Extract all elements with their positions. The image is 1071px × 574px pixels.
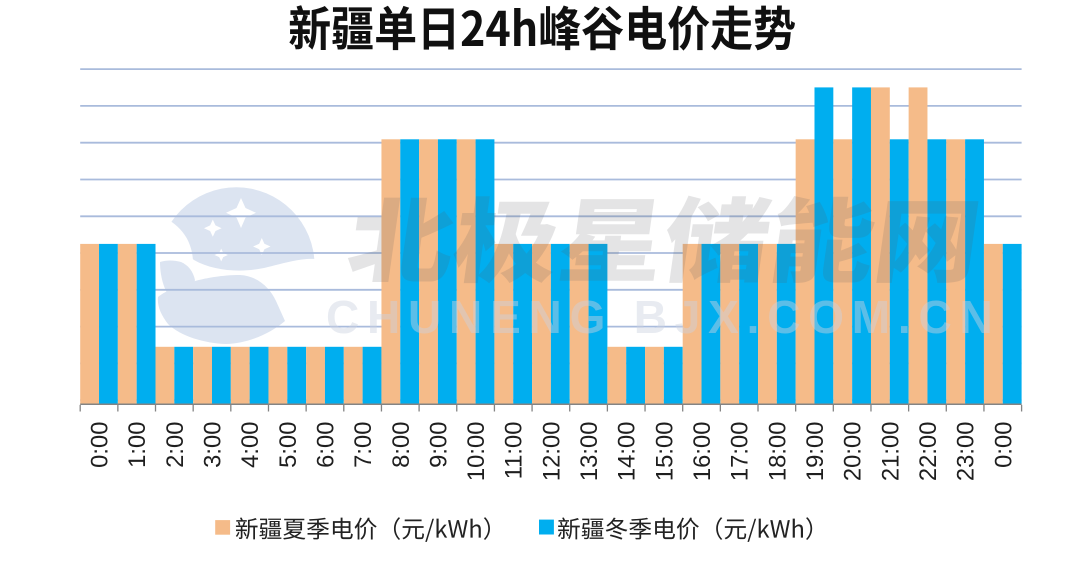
svg-text:20:00: 20:00 [840, 422, 867, 482]
svg-text:9:00: 9:00 [425, 422, 452, 468]
svg-text:16:00: 16:00 [689, 422, 716, 482]
svg-text:8:00: 8:00 [388, 422, 415, 468]
svg-text:0:00: 0:00 [87, 422, 114, 468]
svg-text:11:00: 11:00 [501, 422, 528, 480]
svg-text:10:00: 10:00 [463, 421, 490, 481]
svg-text:13:00: 13:00 [576, 422, 603, 482]
svg-text:2:00: 2:00 [162, 422, 189, 468]
svg-text:4:00: 4:00 [237, 422, 264, 468]
svg-text:5:00: 5:00 [275, 422, 302, 468]
svg-text:6:00: 6:00 [313, 422, 340, 468]
svg-text:19:00: 19:00 [802, 422, 829, 482]
svg-text:CHUNENG BJX.COM.CN: CHUNENG BJX.COM.CN [326, 291, 1001, 343]
svg-text:23:00: 23:00 [953, 422, 980, 482]
svg-text:17:00: 17:00 [727, 422, 754, 482]
svg-text:22:00: 22:00 [915, 422, 942, 482]
svg-text:12:00: 12:00 [538, 422, 565, 482]
svg-text:3:00: 3:00 [200, 422, 227, 468]
svg-text:1:00: 1:00 [124, 422, 151, 468]
svg-text:18:00: 18:00 [764, 422, 791, 482]
svg-text:21:00: 21:00 [877, 422, 904, 482]
svg-text:0:00: 0:00 [990, 422, 1017, 468]
svg-text:7:00: 7:00 [350, 422, 377, 468]
svg-text:14:00: 14:00 [614, 422, 641, 482]
svg-text:15:00: 15:00 [651, 422, 678, 482]
